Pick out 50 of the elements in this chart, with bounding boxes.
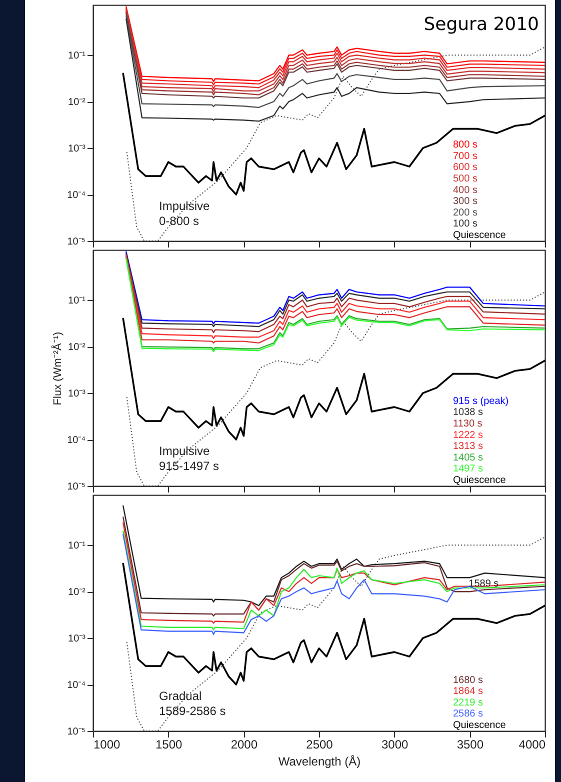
text: Quiescence [453,720,506,731]
text: 1222 s [453,430,484,441]
text: 1130 s [453,418,482,430]
y-tick-label: 10⁻⁴ [67,680,86,692]
x-tick-label: 1500 [155,738,183,752]
text: 400 s [453,184,478,196]
text: 500 s [453,174,478,184]
x-tick-label: 1000 [94,738,121,752]
y-tick-label: 10⁻² [68,97,86,108]
text: 300 s [453,196,478,208]
y-axis-title: Flux (Wm⁻²Å⁻¹) [51,332,64,406]
y-tick-label: 10⁻³ [68,388,86,400]
y-tick-label: 10⁻¹ [68,50,86,62]
text: 2586 s [453,708,484,720]
text: 800 s [453,140,478,151]
x-tick-label: 3500 [456,738,484,752]
y-tick-label: 10⁻¹ [68,540,86,552]
text: 600 s [453,162,478,174]
x-tick-label: 4000 [518,738,546,752]
y-tick-label: 10⁻³ [68,634,86,645]
y-tick-label: 10⁻⁴ [67,190,86,202]
text: 1038 s [453,407,484,418]
y-tick-label: 10⁻¹ [68,296,86,307]
y-tick-label: 10⁻⁵ [67,236,86,248]
text: 1680 s [453,674,484,686]
text: 1497 s [453,464,484,475]
text: 1313 s [453,441,484,452]
y-tick-label: 10⁻³ [68,144,86,155]
text: 1405 s [453,452,484,464]
text: 1864 s [453,686,484,698]
x-tick-label: 2500 [306,738,334,752]
y-tick-label: 10⁻⁵ [67,726,86,738]
text: 915 s (peak) [453,396,509,407]
annotation: Impulsive 0-800 s [159,199,210,228]
y-tick-label: 10⁻² [68,342,86,354]
annotation: Impulsive 915-1497 s [159,444,220,473]
annotation: Segura 2010 [424,14,539,35]
y-tick-label: 10⁻⁴ [67,435,86,446]
x-axis-title: Wavelength (Å) [278,754,361,768]
y-tick-label: 10⁻⁵ [67,482,86,492]
text: 2219 s [453,697,484,708]
y-tick-label: 10⁻² [68,587,86,598]
text: 200 s [453,207,478,218]
text: 700 s [453,150,478,162]
text: Quiescence [453,475,506,486]
x-tick-label: 3000 [381,738,409,752]
text: Quiescence [453,230,506,241]
annotation: Gradual 1589-2586 s [159,689,226,718]
x-tick-label: 2000 [230,738,258,752]
text: 100 s [453,218,478,230]
